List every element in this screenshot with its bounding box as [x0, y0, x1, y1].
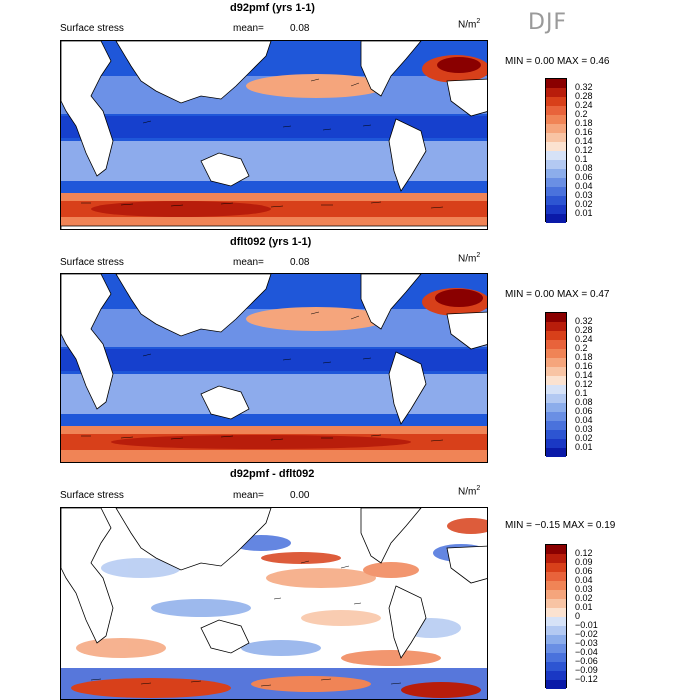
- colorbar-tick: 0.06: [575, 406, 593, 416]
- colorbar-tick: 0: [575, 611, 581, 621]
- colorbar-tick: 0.28: [575, 91, 593, 101]
- colorbar-tick: 0.04: [575, 181, 593, 191]
- colorbar-tick: 0.01: [575, 602, 593, 612]
- map-panel-2: [60, 273, 488, 463]
- minmax-label: MIN = 0.00 MAX = 0.46: [505, 56, 610, 67]
- colorbar-tick: 0.24: [575, 100, 593, 110]
- colorbar-tick: 0.24: [575, 334, 593, 344]
- field-label: Surface stress: [60, 257, 124, 268]
- panel-title: d92pmf (yrs 1-1): [230, 2, 315, 14]
- colorbar-tick: −0.02: [575, 629, 598, 639]
- mean-value: 0.08: [290, 257, 310, 268]
- mean-label: mean=: [233, 490, 264, 501]
- colorbar-tick: 0.04: [575, 415, 593, 425]
- colorbar-tick: 0.12: [575, 548, 593, 558]
- colorbar-tick: −0.09: [575, 665, 598, 675]
- field-label: Surface stress: [60, 23, 124, 34]
- colorbar-tick: 0.32: [575, 82, 593, 92]
- colorbar-tick: 0.12: [575, 145, 593, 155]
- colorbar-tick: 0.14: [575, 370, 593, 380]
- colorbar-tick: 0.02: [575, 433, 593, 443]
- mean-label: mean=: [233, 257, 264, 268]
- colorbar-tick: −0.04: [575, 647, 598, 657]
- colorbar-3: [545, 544, 567, 689]
- colorbar-tick: −0.01: [575, 620, 598, 630]
- season-label: DJF: [528, 10, 568, 35]
- colorbar-tick: 0.03: [575, 424, 593, 434]
- stress-map: [61, 274, 487, 462]
- units-base: N/m: [458, 486, 477, 498]
- colorbar-tick: 0.2: [575, 109, 588, 119]
- map-panel-3: [60, 507, 488, 700]
- colorbar-tick: 0.04: [575, 575, 593, 585]
- mean-value: 0.08: [290, 23, 310, 34]
- mean-label: mean=: [233, 23, 264, 34]
- colorbar-tick: 0.12: [575, 379, 593, 389]
- colorbar-2: [545, 312, 567, 457]
- colorbar-tick: 0.16: [575, 361, 593, 371]
- colorbar-tick: 0.16: [575, 127, 593, 137]
- colorbar-tick: 0.1: [575, 388, 588, 398]
- colorbar-tick: 0.28: [575, 325, 593, 335]
- colorbar-tick: 0.08: [575, 397, 593, 407]
- colorbar-tick: 0.2: [575, 343, 588, 353]
- colorbar-tick: 0.08: [575, 163, 593, 173]
- colorbar-tick: 0.06: [575, 172, 593, 182]
- units-label: N/m2: [458, 485, 480, 497]
- units-base: N/m: [458, 19, 477, 31]
- units-label: N/m2: [458, 252, 480, 264]
- colorbar-tick: 0.32: [575, 316, 593, 326]
- colorbar-tick: 0.02: [575, 199, 593, 209]
- colorbar-tick: 0.01: [575, 208, 593, 218]
- colorbar-tick: 0.01: [575, 442, 593, 452]
- colorbar-tick: 0.06: [575, 566, 593, 576]
- units-exponent: 2: [476, 18, 481, 25]
- map-panel-1: [60, 40, 488, 230]
- colorbar-tick: 0.03: [575, 584, 593, 594]
- colorbar-tick: −0.03: [575, 638, 598, 648]
- colorbar-tick: 0.09: [575, 557, 593, 567]
- minmax-label: MIN = −0.15 MAX = 0.19: [505, 520, 616, 531]
- colorbar-tick: −0.12: [575, 674, 598, 684]
- units-label: N/m2: [458, 18, 480, 30]
- mean-value: 0.00: [290, 490, 310, 501]
- minmax-label: MIN = 0.00 MAX = 0.47: [505, 289, 610, 300]
- colorbar-tick: 0.18: [575, 118, 593, 128]
- field-label: Surface stress: [60, 490, 124, 501]
- colorbar-tick: 0.1: [575, 154, 588, 164]
- colorbar-tick: −0.06: [575, 656, 598, 666]
- units-exponent: 2: [476, 485, 481, 492]
- stress-map: [61, 41, 487, 229]
- colorbar-tick: 0.14: [575, 136, 593, 146]
- units-base: N/m: [458, 253, 477, 265]
- panel-title: dflt092 (yrs 1-1): [230, 236, 312, 248]
- colorbar-tick: 0.03: [575, 190, 593, 200]
- panel-title: d92pmf - dflt092: [230, 468, 315, 480]
- colorbar-tick: 0.18: [575, 352, 593, 362]
- units-exponent: 2: [476, 252, 481, 259]
- colorbar-tick: 0.02: [575, 593, 593, 603]
- colorbar-1: [545, 78, 567, 223]
- stress-difference-map: [61, 508, 487, 699]
